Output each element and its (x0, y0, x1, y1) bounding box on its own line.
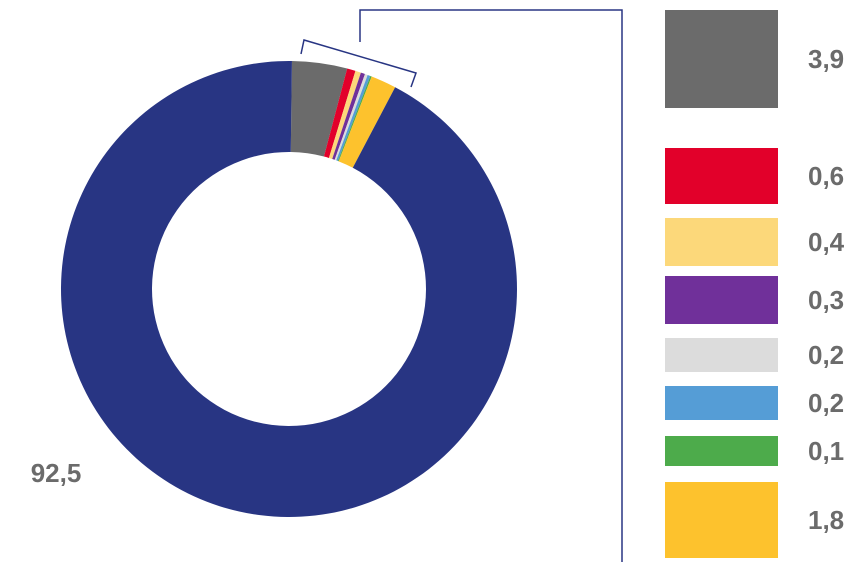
donut-slice-8 (60, 61, 517, 517)
legend-swatch-7 (665, 482, 778, 558)
legend-label-6: 0,1 (808, 436, 844, 466)
legend-swatch-4 (665, 338, 778, 372)
legend-swatch-3 (665, 276, 778, 324)
legend-label-0: 3,9 (808, 44, 844, 74)
donut-slices (60, 61, 517, 517)
legend-swatch-1 (665, 148, 778, 204)
donut-slice-2 (328, 70, 361, 159)
legend-swatch-5 (665, 386, 778, 420)
donut-slice-6 (337, 76, 372, 162)
main-value-label: 92,5 (31, 458, 82, 488)
legend-label-2: 0,4 (808, 227, 845, 257)
legend-label-1: 0,6 (808, 161, 844, 191)
donut-slice-3 (332, 72, 365, 160)
breakdown-connector-line (359, 9, 623, 562)
legend-label-5: 0,2 (808, 388, 844, 418)
legend-swatch-0 (665, 10, 778, 108)
donut-slice-4 (334, 74, 368, 161)
breakdown-bracket (300, 39, 417, 88)
donut-slice-0 (290, 61, 348, 157)
legend-swatch-2 (665, 218, 778, 266)
breakdown-legend: 3,9 0,6 0,4 0,3 0,2 0,2 0,1 1,8 (665, 10, 845, 558)
legend-label-4: 0,2 (808, 340, 844, 370)
legend-label-3: 0,3 (808, 285, 844, 315)
donut-slice-5 (336, 75, 371, 162)
donut-slice-1 (323, 68, 356, 158)
legend-label-7: 1,8 (808, 505, 844, 535)
donut-slice-7 (338, 76, 396, 168)
legend-swatch-6 (665, 436, 778, 466)
breakdown-connector (300, 9, 623, 562)
